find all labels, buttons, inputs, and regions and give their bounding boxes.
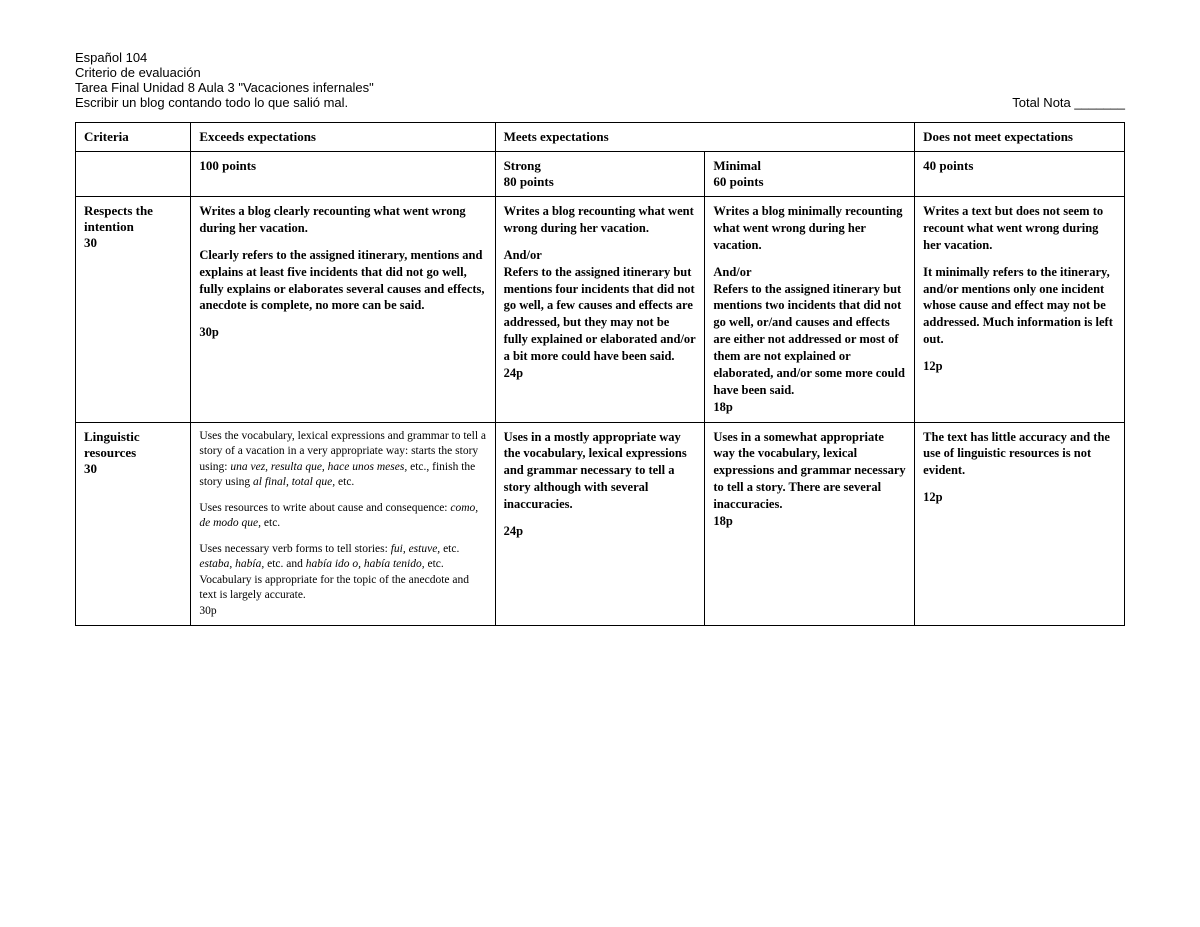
cell-points: 12p: [923, 489, 1116, 506]
minimal-label: Minimal: [713, 158, 906, 174]
strong-label: Strong: [504, 158, 697, 174]
header-line-1: Español 104: [75, 50, 1125, 65]
cell-paragraph: And/or Refers to the assigned itinerary …: [713, 264, 906, 416]
rubric-table: Criteria Exceeds expectations Meets expe…: [75, 122, 1125, 626]
cell-intention-exceeds: Writes a blog clearly recounting what we…: [191, 197, 495, 423]
points-40: 40 points: [915, 152, 1125, 197]
minimal-points: 60 points: [713, 174, 906, 190]
criteria-name: Linguistic resources: [84, 429, 182, 461]
cell-paragraph: Writes a blog clearly recounting what we…: [199, 203, 486, 237]
criteria-cell-intention: Respects the intention 30: [76, 197, 191, 423]
cell-paragraph: Writes a blog recounting what went wrong…: [504, 203, 697, 237]
cell-points: 18p: [713, 400, 732, 414]
criteria-weight: 30: [84, 461, 182, 477]
col-header-notmeet: Does not meet expectations: [915, 123, 1125, 152]
points-minimal: Minimal 60 points: [705, 152, 915, 197]
cell-points: 30p: [199, 324, 486, 341]
cell-linguistic-notmeet: The text has little accuracy and the use…: [915, 422, 1125, 626]
col-header-exceeds: Exceeds expectations: [191, 123, 495, 152]
andor-label: And/or: [504, 248, 542, 262]
criteria-name: Respects the intention: [84, 203, 182, 235]
cell-intention-strong: Writes a blog recounting what went wrong…: [495, 197, 705, 423]
header-line-2: Criterio de evaluación: [75, 65, 1125, 80]
criteria-weight: 30: [84, 235, 182, 251]
cell-points: 18p: [713, 514, 732, 528]
cell-points: 30p: [199, 605, 216, 617]
cell-points: 24p: [504, 366, 523, 380]
cell-intention-notmeet: Writes a text but does not seem to recou…: [915, 197, 1125, 423]
cell-paragraph: Writes a text but does not seem to recou…: [923, 203, 1116, 254]
points-strong: Strong 80 points: [495, 152, 705, 197]
cell-paragraph: And/or Refers to the assigned itinerary …: [504, 247, 697, 382]
cell-paragraph: Uses in a mostly appropriate way the voc…: [504, 429, 697, 513]
points-row-blank: [76, 152, 191, 197]
cell-paragraph: Writes a blog minimally recounting what …: [713, 203, 906, 254]
cell-paragraph: Uses the vocabulary, lexical expressions…: [199, 429, 486, 491]
cell-paragraph: Uses resources to write about cause and …: [199, 501, 486, 532]
col-header-criteria: Criteria: [76, 123, 191, 152]
header-line-3: Tarea Final Unidad 8 Aula 3 "Vacaciones …: [75, 80, 1125, 95]
cell-paragraph: Uses in a somewhat appropriate way the v…: [713, 429, 906, 530]
cell-paragraph: It minimally refers to the itinerary, an…: [923, 264, 1116, 348]
document-header: Español 104 Criterio de evaluación Tarea…: [75, 50, 1125, 110]
points-100: 100 points: [191, 152, 495, 197]
andor-label: And/or: [713, 265, 751, 279]
table-row: Respects the intention 30 Writes a blog …: [76, 197, 1125, 423]
cell-intention-minimal: Writes a blog minimally recounting what …: [705, 197, 915, 423]
header-line-4: Escribir un blog contando todo lo que sa…: [75, 95, 348, 110]
cell-paragraph: Clearly refers to the assigned itinerary…: [199, 247, 486, 315]
col-header-meets: Meets expectations: [495, 123, 915, 152]
table-header-row-2: 100 points Strong 80 points Minimal 60 p…: [76, 152, 1125, 197]
table-header-row-1: Criteria Exceeds expectations Meets expe…: [76, 123, 1125, 152]
strong-points: 80 points: [504, 174, 697, 190]
criteria-cell-linguistic: Linguistic resources 30: [76, 422, 191, 626]
cell-paragraph: Uses necessary verb forms to tell storie…: [199, 542, 486, 620]
cell-text-span: Refers to the assigned itinerary but men…: [504, 265, 696, 363]
cell-points: 24p: [504, 523, 697, 540]
total-nota-label: Total Nota _______: [1012, 95, 1125, 110]
table-row: Linguistic resources 30 Uses the vocabul…: [76, 422, 1125, 626]
cell-paragraph: The text has little accuracy and the use…: [923, 429, 1116, 480]
cell-points: 12p: [923, 358, 1116, 375]
cell-text-span: Refers to the assigned itinerary but men…: [713, 282, 905, 397]
cell-linguistic-minimal: Uses in a somewhat appropriate way the v…: [705, 422, 915, 626]
cell-linguistic-strong: Uses in a mostly appropriate way the voc…: [495, 422, 705, 626]
cell-linguistic-exceeds: Uses the vocabulary, lexical expressions…: [191, 422, 495, 626]
